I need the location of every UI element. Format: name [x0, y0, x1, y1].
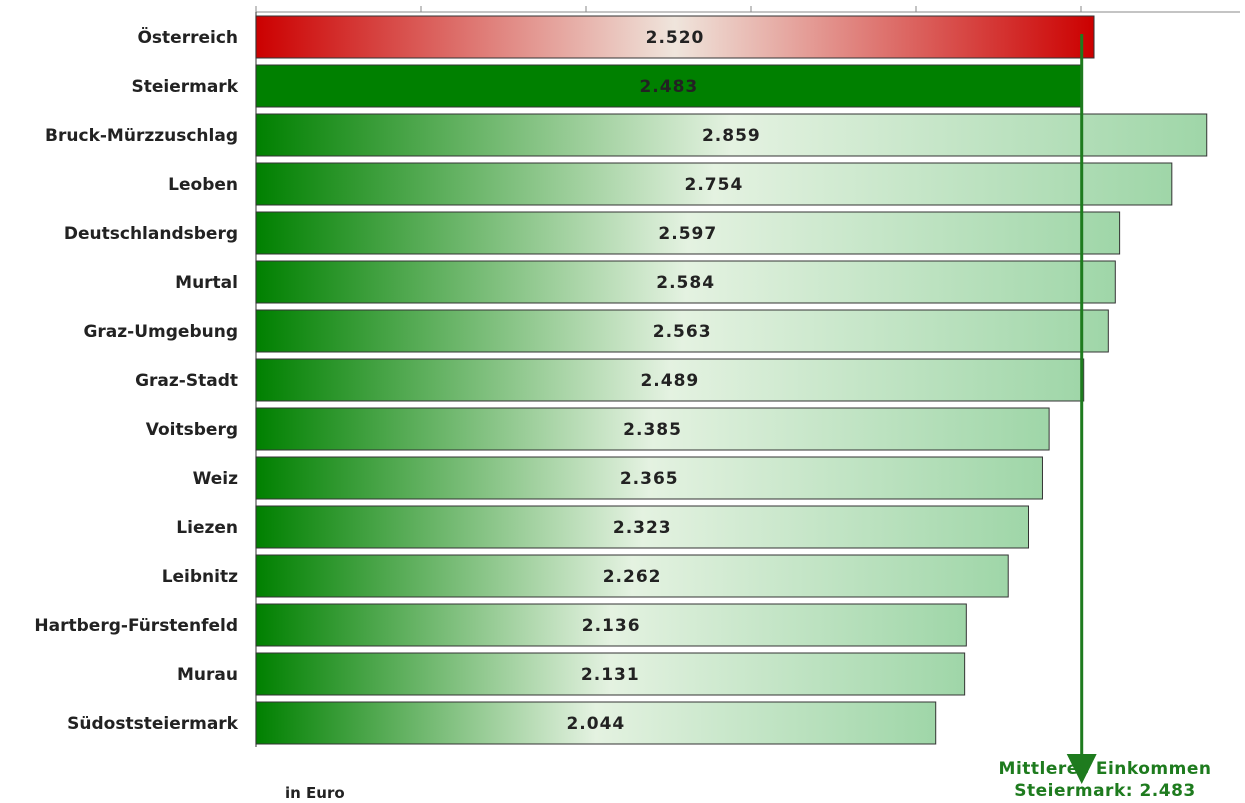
- value-label: 2.489: [640, 371, 699, 391]
- category-label: Weiz: [193, 469, 239, 489]
- value-label: 2.483: [639, 77, 698, 97]
- unit-label: in Euro: [285, 784, 345, 802]
- category-label: Leibnitz: [162, 567, 238, 587]
- category-label: Liezen: [176, 518, 238, 538]
- value-label: 2.859: [702, 126, 761, 146]
- value-label: 2.520: [646, 28, 705, 48]
- value-label: 2.044: [566, 714, 625, 734]
- value-label: 2.136: [582, 616, 641, 636]
- category-label: Voitsberg: [146, 420, 238, 440]
- category-label: Murtal: [175, 273, 238, 293]
- category-label: Graz-Umgebung: [83, 322, 238, 342]
- value-label: 2.754: [685, 175, 744, 195]
- value-label: 2.365: [620, 469, 679, 489]
- value-label: 2.597: [658, 224, 717, 244]
- category-label: Steiermark: [131, 77, 238, 97]
- reference-label-line1: Mittleres Einkommen: [975, 758, 1235, 780]
- reference-label-line2: Steiermark: 2.483: [975, 780, 1235, 802]
- value-label: 2.584: [656, 273, 715, 293]
- reference-line-label: Mittleres Einkommen Steiermark: 2.483: [975, 758, 1235, 802]
- category-label: Österreich: [137, 26, 238, 48]
- category-label: Südoststeiermark: [67, 714, 239, 734]
- value-label: 2.323: [613, 518, 672, 538]
- category-label: Graz-Stadt: [135, 371, 238, 391]
- value-label: 2.385: [623, 420, 682, 440]
- category-label: Deutschlandsberg: [64, 224, 238, 244]
- value-label: 2.131: [581, 665, 640, 685]
- value-label: 2.563: [653, 322, 712, 342]
- category-label: Bruck-Mürzzuschlag: [45, 126, 238, 146]
- category-label: Murau: [177, 665, 238, 685]
- category-label: Leoben: [168, 175, 238, 195]
- category-label: Hartberg-Fürstenfeld: [34, 616, 238, 636]
- value-label: 2.262: [603, 567, 662, 587]
